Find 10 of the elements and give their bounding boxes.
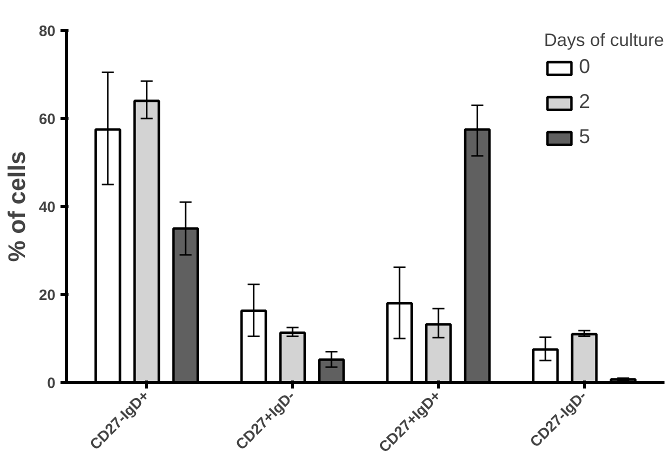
legend-label: 0 <box>578 56 592 79</box>
legend-title: Days of culture <box>544 30 664 51</box>
y-tick-label: 20 <box>38 287 56 304</box>
legend-label: 5 <box>578 126 592 149</box>
legend-label: 2 <box>578 91 592 114</box>
y-tick-label: 80 <box>38 23 56 40</box>
y-axis-title: % of cells <box>4 151 31 262</box>
y-tick-label: 0 <box>47 375 56 392</box>
y-tick-label: 60 <box>38 111 56 128</box>
y-tick-label: 40 <box>38 199 56 216</box>
